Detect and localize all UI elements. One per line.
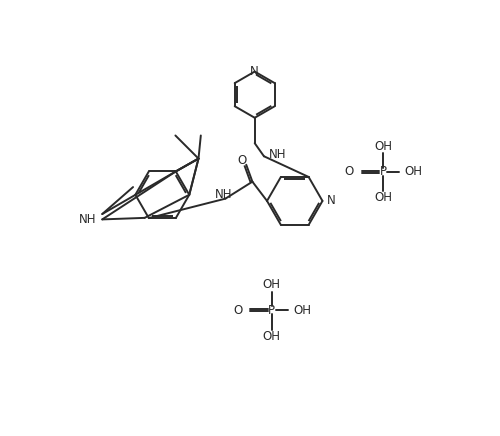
Text: OH: OH (374, 140, 392, 153)
Text: O: O (345, 165, 354, 178)
Text: N: N (327, 194, 336, 208)
Text: O: O (238, 153, 247, 167)
Text: NH: NH (78, 213, 96, 226)
Text: OH: OH (262, 278, 280, 291)
Text: N: N (250, 65, 259, 78)
Text: OH: OH (405, 165, 423, 178)
Text: OH: OH (293, 304, 311, 317)
Text: NH: NH (215, 188, 232, 201)
Text: P: P (380, 165, 387, 178)
Text: P: P (268, 304, 275, 317)
Text: O: O (233, 304, 242, 317)
Text: OH: OH (262, 330, 280, 343)
Text: OH: OH (374, 191, 392, 204)
Text: NH: NH (268, 148, 286, 161)
